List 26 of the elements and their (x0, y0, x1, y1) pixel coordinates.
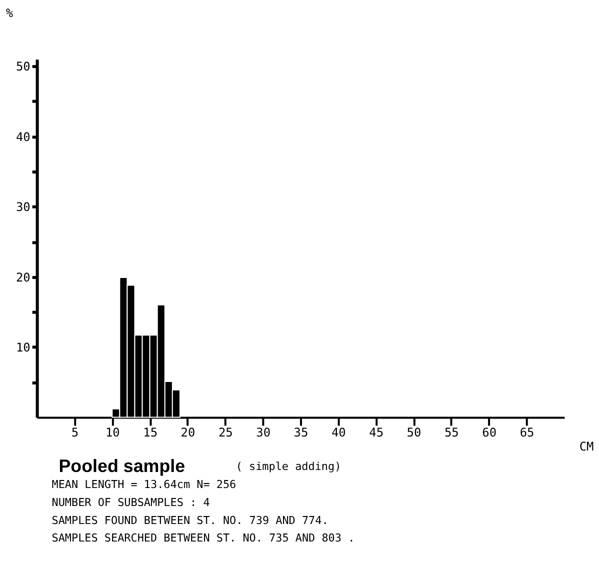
x-tick-label: 30 (256, 426, 271, 440)
x-tick-label: 45 (369, 426, 384, 440)
x-tick-label: 20 (180, 426, 196, 440)
x-tick-label: 40 (331, 426, 346, 440)
x-tick-label: 35 (294, 426, 308, 440)
y-tick-label: 10 (16, 340, 30, 355)
x-axis-title: CM (579, 440, 594, 454)
x-tick-label: 55 (444, 426, 459, 440)
y-axis-title: % (6, 6, 14, 20)
y-tick-label: 20 (16, 270, 30, 284)
text: Pooled sample (58, 456, 186, 476)
text: ( simple adding) (236, 460, 342, 474)
text: SAMPLES FOUND BETWEEN ST. NO. 739 AND 774. (52, 514, 328, 527)
y-tick-label: 30 (16, 200, 30, 214)
x-tick-label: 5 (71, 426, 79, 440)
x-tick-label: 65 (520, 426, 534, 440)
y-tick-label: 50 (16, 60, 30, 74)
text: NUMBER OF SUBSAMPLES : 4 (52, 496, 210, 509)
y-tick-label: 40 (16, 130, 30, 144)
text: MEAN LENGTH = 13.64cm N= 256 (52, 478, 236, 491)
x-tick-label: 10 (105, 426, 120, 440)
x-tick-label: 15 (143, 426, 158, 440)
x-tick-label: 50 (406, 426, 422, 440)
text: SAMPLES SEARCHED BETWEEN ST. NO. 735 AND 803 . (52, 532, 355, 545)
x-tick-label: 25 (218, 426, 233, 440)
x-tick-label: 60 (482, 426, 497, 440)
